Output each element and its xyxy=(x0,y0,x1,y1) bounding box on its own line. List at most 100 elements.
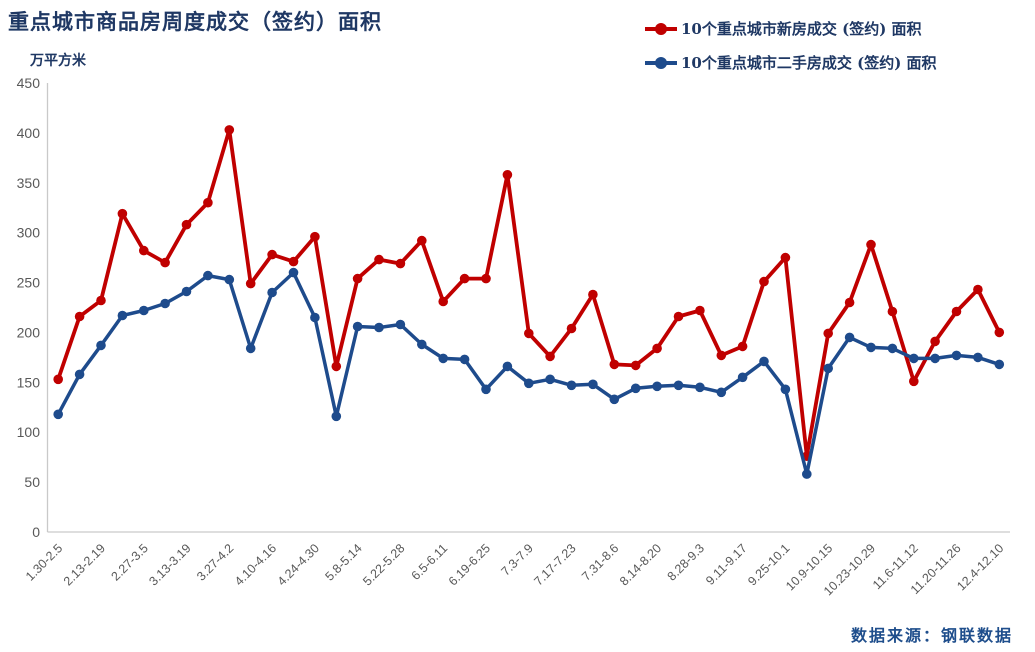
data-point xyxy=(588,379,598,390)
y-axis-tick-label: 300 xyxy=(17,225,41,241)
y-axis-tick-label: 450 xyxy=(17,75,41,91)
data-point xyxy=(352,273,363,284)
data-point xyxy=(951,350,962,361)
data-point xyxy=(203,270,213,281)
data-point xyxy=(524,328,534,339)
x-axis-tick-label: 5.8-5.14 xyxy=(322,541,364,583)
data-point xyxy=(652,343,662,354)
legend-label-new-house: 10个重点城市新房成交 (签约) 面积 xyxy=(681,20,922,38)
data-point xyxy=(609,359,620,370)
data-point xyxy=(310,312,320,323)
data-point xyxy=(951,306,962,317)
data-point xyxy=(673,380,684,391)
y-axis-tick-label: 100 xyxy=(17,424,41,440)
data-point xyxy=(673,311,684,322)
data-point xyxy=(288,267,299,278)
data-point xyxy=(823,363,833,374)
data-point xyxy=(545,374,555,385)
data-point xyxy=(695,305,705,316)
x-axis-tick-label: 4.10-4.16 xyxy=(232,541,279,588)
data-point xyxy=(737,372,748,383)
x-axis-tick-label: 2.27-3.5 xyxy=(109,541,151,583)
data-point xyxy=(524,378,534,389)
data-point xyxy=(331,411,342,422)
data-point xyxy=(245,343,256,354)
data-point xyxy=(844,297,855,308)
x-axis-tick-label: 7.31-8.6 xyxy=(579,541,621,583)
data-point xyxy=(823,328,833,339)
data-point xyxy=(267,287,277,298)
data-point xyxy=(909,376,919,387)
data-point xyxy=(438,296,449,307)
data-point xyxy=(395,319,406,330)
x-axis-tick-label: 9.11-9.17 xyxy=(703,541,750,588)
data-point xyxy=(973,352,983,363)
data-point xyxy=(930,353,940,364)
data-point xyxy=(74,311,85,322)
data-point xyxy=(973,284,983,295)
data-point xyxy=(630,360,641,371)
data-point xyxy=(203,197,213,208)
data-point xyxy=(374,254,384,265)
data-point xyxy=(117,208,128,219)
y-axis-tick-label: 250 xyxy=(17,275,41,291)
data-point xyxy=(566,323,577,334)
data-point xyxy=(417,235,427,246)
data-point xyxy=(310,231,320,242)
series-line-new-house xyxy=(56,127,1002,459)
x-axis-tick-label: 7.17-7.23 xyxy=(531,541,578,588)
data-point xyxy=(866,239,876,250)
data-point xyxy=(716,387,727,398)
data-point xyxy=(96,295,106,306)
data-point xyxy=(866,342,876,353)
data-point xyxy=(994,327,1005,338)
legend-marker-red-icon xyxy=(645,22,677,35)
data-point xyxy=(502,361,513,372)
data-point xyxy=(160,257,170,268)
y-axis-tick-label: 350 xyxy=(17,175,41,191)
data-point xyxy=(395,258,406,269)
y-axis-tick-label: 200 xyxy=(17,324,41,340)
x-axis-tick-label: 2.13-2.19 xyxy=(61,541,108,588)
series-line-second-hand xyxy=(56,270,1002,476)
x-axis-tick-label: 4.24-4.30 xyxy=(275,541,322,588)
data-point xyxy=(695,382,705,393)
data-point xyxy=(887,306,898,317)
chart-title: 重点城市商品房周度成交（签约）面积 xyxy=(8,9,382,34)
data-point xyxy=(331,361,342,372)
x-axis-tick-label: 8.14-8.20 xyxy=(617,541,664,588)
data-point xyxy=(566,380,577,391)
legend-item-new-house: 10个重点城市新房成交 (签约) 面积 xyxy=(644,18,937,39)
data-point xyxy=(759,276,769,287)
data-point xyxy=(53,409,63,420)
data-point xyxy=(994,359,1005,370)
data-point xyxy=(909,353,919,364)
data-point xyxy=(224,274,235,285)
data-point xyxy=(780,384,791,395)
data-point xyxy=(417,339,427,350)
data-point xyxy=(288,256,299,267)
data-point xyxy=(139,245,149,256)
data-point xyxy=(74,369,85,380)
data-point xyxy=(588,289,598,300)
x-axis-tick-label: 5.22-5.28 xyxy=(360,541,407,588)
data-point xyxy=(737,341,748,352)
data-point xyxy=(630,383,641,394)
data-point xyxy=(374,322,384,333)
data-point xyxy=(96,340,106,351)
data-point xyxy=(459,354,470,365)
x-axis-tick-label: 3.27-4.2 xyxy=(194,541,236,583)
x-axis-tick-label: 7.3-7.9 xyxy=(498,541,535,578)
x-axis-tick-label: 3.13-3.19 xyxy=(146,541,193,588)
data-point xyxy=(887,343,898,354)
legend: 10个重点城市新房成交 (签约) 面积 10个重点城市二手房成交 (签约) 面积 xyxy=(644,18,937,73)
data-point xyxy=(545,351,555,362)
data-point xyxy=(459,273,470,284)
data-point xyxy=(245,278,256,289)
legend-item-second-hand: 10个重点城市二手房成交 (签约) 面积 xyxy=(644,52,937,73)
data-point xyxy=(609,394,620,405)
data-point xyxy=(139,305,149,316)
data-point xyxy=(502,170,513,180)
